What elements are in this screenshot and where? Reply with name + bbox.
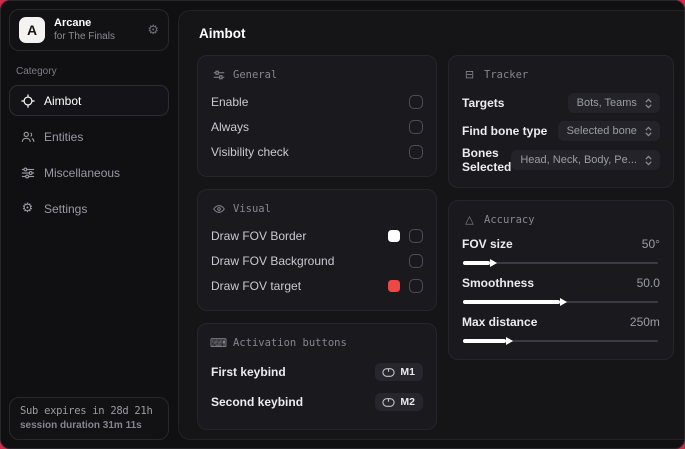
session-duration-text: session duration 31m 11s — [20, 420, 142, 431]
visual-card: Visual Draw FOV Border Draw FOV Backgrou… — [197, 189, 437, 311]
setting-row-max-distance: Max distance 250m — [462, 313, 660, 343]
find-bone-type-select[interactable]: Selected bone — [557, 121, 660, 141]
general-icon — [212, 68, 225, 81]
setting-row-visibility-check: Visibility check — [211, 140, 423, 163]
scan-icon: ⊟ — [464, 68, 475, 81]
targets-select[interactable]: Bots, Teams — [567, 93, 660, 113]
mouse-icon — [382, 367, 396, 377]
always-checkbox[interactable] — [409, 119, 423, 134]
mouse-icon — [382, 397, 396, 407]
card-title: Visual — [233, 202, 271, 215]
sidebar-item-label: Entities — [44, 129, 84, 144]
chevron-up-down-icon — [645, 98, 652, 108]
main-panel: Aimbot General Enable — [178, 10, 684, 440]
fov-size-value: 50° — [641, 237, 660, 251]
category-label: Category — [16, 66, 57, 77]
setting-row-bones-selected: Bones Selected Head, Neck, Body, Pe... — [462, 146, 660, 174]
triangle-icon: △ — [465, 213, 474, 226]
visibility-check-checkbox[interactable] — [409, 144, 423, 159]
setting-row-targets: Targets Bots, Teams — [462, 90, 660, 116]
setting-row-smoothness: Smoothness 50.0 — [462, 274, 660, 304]
sidebar-item-settings[interactable]: ⚙ Settings — [9, 193, 169, 224]
brand-subtitle: for The Finals — [54, 30, 115, 42]
bones-selected-select[interactable]: Head, Neck, Body, Pe... — [511, 150, 660, 170]
max-distance-value: 250m — [629, 315, 660, 329]
fov-border-color-swatch[interactable] — [388, 229, 400, 242]
setting-row-enable: Enable — [211, 90, 423, 113]
sliders-icon — [20, 165, 35, 180]
smoothness-slider[interactable] — [463, 300, 658, 304]
subscription-card: Sub expires in 28d 21h session duration … — [9, 397, 169, 440]
max-distance-slider[interactable] — [463, 339, 658, 343]
sidebar-item-label: Miscellaneous — [44, 165, 121, 180]
fov-size-slider[interactable] — [463, 261, 658, 265]
setting-row-fov-target: Draw FOV target — [211, 274, 423, 297]
second-keybind-button[interactable]: M2 — [375, 393, 423, 411]
sidebar-item-label: Settings — [44, 201, 88, 216]
setting-row-first-keybind: First keybind M1 — [211, 358, 423, 386]
card-title: Accuracy — [484, 213, 535, 226]
activation-card: ⌨ Activation buttons First keybind M1 — [197, 323, 437, 430]
fov-border-checkbox[interactable] — [409, 228, 423, 243]
chevron-up-down-icon — [645, 126, 652, 136]
setting-row-find-bone-type: Find bone type Selected bone — [462, 118, 660, 144]
sidebar-item-aimbot[interactable]: Aimbot — [9, 85, 169, 116]
keyboard-icon: ⌨ — [209, 335, 228, 350]
card-title: Activation buttons — [233, 336, 347, 349]
card-title: General — [233, 68, 278, 81]
card-title: Tracker — [484, 68, 529, 81]
crosshair-icon — [20, 93, 35, 108]
sub-expires-text: Sub expires in 28d 21h — [20, 405, 153, 417]
setting-row-fov-size: FOV size 50° — [462, 235, 660, 265]
general-card: General Enable Always Visibility check — [197, 55, 437, 177]
setting-row-fov-background: Draw FOV Background — [211, 249, 423, 272]
brand-logo: A — [19, 17, 45, 43]
entities-icon — [20, 129, 35, 144]
gear-icon[interactable]: ⚙ — [147, 22, 159, 38]
sidebar-item-miscellaneous[interactable]: Miscellaneous — [9, 157, 169, 188]
tracker-card: ⊟ Tracker Targets Bots, Teams Fin — [448, 55, 674, 188]
enable-checkbox[interactable] — [409, 94, 423, 109]
gear-icon: ⚙ — [21, 201, 34, 216]
first-keybind-button[interactable]: M1 — [375, 363, 423, 381]
accuracy-card: △ Accuracy FOV size 50° — [448, 200, 674, 360]
setting-row-second-keybind: Second keybind M2 — [211, 388, 423, 416]
fov-target-checkbox[interactable] — [409, 278, 423, 293]
setting-row-always: Always — [211, 115, 423, 138]
brand-card: A Arcane for The Finals ⚙ — [9, 9, 169, 51]
chevron-up-down-icon — [645, 155, 652, 165]
setting-row-fov-border: Draw FOV Border — [211, 224, 423, 247]
smoothness-value: 50.0 — [636, 276, 660, 290]
page-title: Aimbot — [199, 26, 246, 41]
eye-icon — [212, 202, 225, 215]
sidebar: A Arcane for The Finals ⚙ Category Aimbo… — [1, 1, 173, 448]
sidebar-item-label: Aimbot — [44, 93, 82, 108]
brand-name: Arcane — [54, 17, 92, 30]
fov-target-color-swatch[interactable] — [388, 279, 400, 292]
sidebar-item-entities[interactable]: Entities — [9, 121, 169, 152]
fov-background-checkbox[interactable] — [409, 253, 423, 268]
